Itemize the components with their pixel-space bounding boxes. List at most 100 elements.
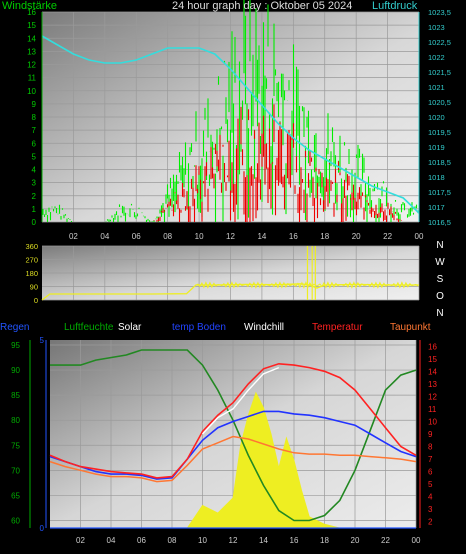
direction-compass-label: W <box>435 257 445 268</box>
legend-label: Luftfeuchte <box>64 322 114 333</box>
pressure-axis-title: Luftdruck <box>372 0 418 12</box>
wind-tick-label: 4 <box>32 166 37 175</box>
temperature-tick-label: 10 <box>428 417 437 426</box>
temperature-x-tick-label: 20 <box>351 536 360 545</box>
direction-compass-label: O <box>436 291 444 302</box>
temperature-tick-label: 13 <box>428 380 437 389</box>
temperature-tick-label: 7 <box>428 455 433 464</box>
wind-average-series <box>151 104 403 222</box>
dewpoint-series <box>49 435 417 483</box>
wind-tick-label: 9 <box>32 100 37 109</box>
temperature-x-tick-label: 22 <box>381 536 390 545</box>
wind-tick-label: 13 <box>27 47 36 56</box>
direction-tick-label: 360 <box>25 242 38 251</box>
wind-axis-title: Windstärke <box>2 0 57 12</box>
wind-tick-label: 10 <box>27 87 36 96</box>
pressure-tick-label: 1023 <box>428 23 445 32</box>
direction-tick-label: 270 <box>25 256 38 265</box>
temperature-x-tick-label: 06 <box>137 536 146 545</box>
pressure-tick-label: 1021,5 <box>428 68 451 77</box>
legend-label: Windchill <box>244 322 284 333</box>
pressure-tick-label: 1021 <box>428 83 445 92</box>
wind-x-tick-label: 06 <box>132 232 141 241</box>
pressure-tick-label: 1017 <box>428 203 445 212</box>
wind-x-tick-label: 08 <box>163 232 172 241</box>
wind-x-tick-label: 02 <box>69 232 78 241</box>
temperature-x-tick-label: 02 <box>76 536 85 545</box>
direction-compass-label: N <box>436 308 443 319</box>
direction-compass-label: N <box>436 240 443 251</box>
temperature-tick-label: 9 <box>428 430 433 439</box>
humidity-tick-label: 95 <box>11 341 20 350</box>
temperature-tick-label: 14 <box>428 367 437 376</box>
windchill-series <box>201 366 280 435</box>
soil-temperature-series <box>49 410 417 480</box>
pressure-tick-label: 1019,5 <box>428 128 451 137</box>
humidity-tick-label: 70 <box>11 466 20 475</box>
wind-x-tick-label: 10 <box>195 232 204 241</box>
wind-tick-label: 7 <box>32 126 37 135</box>
wind-tick-label: 12 <box>27 61 36 70</box>
chart-title: 24 hour graph day : Oktober 05 2024 <box>172 0 352 12</box>
temperature-x-tick-label: 18 <box>320 536 329 545</box>
pressure-tick-label: 1022,5 <box>428 38 451 47</box>
wind-tick-label: 11 <box>28 74 37 83</box>
direction-tick-label: 180 <box>25 269 38 278</box>
wind-x-tick-label: 18 <box>320 232 329 241</box>
wind-tick-label: 15 <box>27 21 36 30</box>
temperature-series <box>49 362 417 479</box>
wind-tick-label: 0 <box>32 218 37 227</box>
pressure-tick-label: 1019 <box>428 143 445 152</box>
wind-tick-label: 16 <box>27 8 36 17</box>
direction-tick-label: 0 <box>34 296 38 305</box>
legend-label: Regen <box>0 322 29 333</box>
pressure-tick-label: 1020,5 <box>428 98 451 107</box>
wind-x-tick-label: 20 <box>352 232 361 241</box>
pressure-tick-label: 1023,5 <box>428 8 451 17</box>
wind-x-tick-label: 12 <box>226 232 235 241</box>
humidity-tick-label: 90 <box>11 366 20 375</box>
temperature-x-tick-label: 00 <box>412 536 421 545</box>
pressure-tick-label: 1017,5 <box>428 188 451 197</box>
temperature-x-tick-label: 16 <box>290 536 299 545</box>
temperature-tick-label: 5 <box>428 480 433 489</box>
legend-label: temp Boden <box>172 322 226 333</box>
pressure-tick-label: 1020 <box>428 113 445 122</box>
humidity-tick-label: 85 <box>11 391 20 400</box>
wind-tick-label: 14 <box>27 34 36 43</box>
humidity-tick-label: 60 <box>11 516 20 525</box>
temperature-tick-label: 11 <box>428 405 437 414</box>
solar-series <box>186 391 340 529</box>
wind-tick-label: 2 <box>32 192 37 201</box>
wind-x-tick-label: 22 <box>383 232 392 241</box>
wind-tick-label: 1 <box>32 205 37 214</box>
wind-x-tick-label: 00 <box>415 232 424 241</box>
pressure-tick-label: 1018 <box>428 173 445 182</box>
wind-tick-label: 3 <box>32 179 37 188</box>
legend-label: Solar <box>118 322 142 333</box>
pressure-tick-label: 1018,5 <box>428 158 451 167</box>
rain-tick-label: 0 <box>40 524 45 533</box>
temperature-tick-label: 4 <box>428 493 433 502</box>
legend-label: Taupunkt <box>390 322 431 333</box>
wind-x-tick-label: 14 <box>257 232 266 241</box>
humidity-tick-label: 75 <box>11 441 20 450</box>
direction-tick-label: 90 <box>30 283 38 292</box>
legend-label: Temperatur <box>312 322 363 333</box>
direction-compass-label: S <box>437 274 444 285</box>
temperature-x-tick-label: 12 <box>229 536 238 545</box>
temperature-x-tick-label: 04 <box>107 536 116 545</box>
humidity-series <box>50 349 417 522</box>
temperature-x-tick-label: 14 <box>259 536 268 545</box>
temperature-tick-label: 3 <box>428 505 433 514</box>
temperature-x-tick-label: 10 <box>198 536 207 545</box>
wind-x-tick-label: 04 <box>100 232 109 241</box>
temperature-tick-label: 16 <box>428 342 437 351</box>
wind-tick-label: 5 <box>32 152 37 161</box>
temperature-tick-label: 8 <box>428 443 433 452</box>
temperature-tick-label: 2 <box>428 518 433 527</box>
pressure-tick-label: 1022 <box>428 53 445 62</box>
rain-tick-label: 5 <box>40 336 45 345</box>
temperature-tick-label: 6 <box>428 468 433 477</box>
